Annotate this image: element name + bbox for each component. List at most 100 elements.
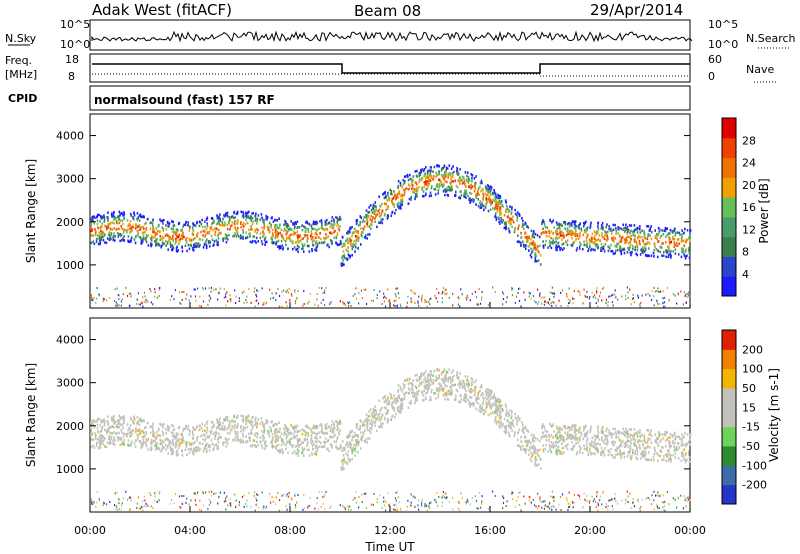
velocity-cell (419, 373, 422, 376)
power-cell (355, 229, 357, 233)
power-cell (666, 251, 668, 255)
power-cell (516, 227, 519, 231)
velocity-cell (593, 438, 596, 442)
velocity-cell (234, 420, 236, 423)
velocity-cell (90, 445, 93, 449)
power-cell (616, 242, 618, 246)
power-cell (226, 223, 228, 227)
power-cell (96, 215, 99, 218)
velocity-cell (156, 441, 158, 445)
power-cell (237, 235, 240, 238)
power-cell (224, 221, 226, 224)
power-cell (254, 305, 256, 308)
power-cell (384, 295, 386, 298)
power-cell (92, 219, 95, 223)
power-cell (112, 214, 115, 218)
power-cell (572, 302, 574, 305)
velocity-cell (479, 406, 481, 409)
power-cell (487, 197, 490, 201)
power-cell (365, 216, 367, 219)
velocity-cell (552, 441, 555, 445)
power-cell (674, 233, 677, 237)
velocity-cell (574, 428, 577, 431)
power-cell (570, 230, 572, 234)
velocity-cell (517, 438, 519, 441)
velocity-cell (172, 428, 175, 431)
power-cell (94, 228, 96, 231)
power-cell (666, 227, 669, 230)
power-cell (471, 174, 474, 177)
velocity-cell (306, 448, 309, 452)
power-cell (426, 172, 429, 175)
power-cell (636, 246, 639, 249)
power-cell (153, 230, 156, 234)
power-cell (331, 226, 333, 229)
power-cell (494, 290, 496, 293)
power-cell (294, 302, 297, 305)
power-cell (689, 229, 692, 232)
power-cell (555, 240, 557, 243)
power-cell (422, 169, 425, 173)
power-cell (360, 216, 363, 219)
velocity-cell (167, 428, 170, 431)
power-cell (342, 259, 344, 262)
power-cell (533, 230, 535, 234)
velocity-cell (393, 397, 396, 401)
power-cell (441, 301, 443, 304)
power-cell (470, 179, 473, 182)
power-cell (585, 295, 587, 298)
power-cell (568, 222, 571, 225)
power-cell (242, 228, 244, 232)
velocity-cell (95, 444, 98, 447)
power-cell (222, 217, 224, 221)
velocity-cell (320, 430, 323, 433)
power-cell (159, 230, 161, 233)
velocity-cell (359, 419, 362, 422)
velocity-cell (349, 458, 352, 462)
power-cell (264, 240, 267, 244)
power-cell (494, 192, 497, 196)
velocity-cell (138, 432, 141, 436)
velocity-cell (316, 425, 319, 429)
velocity-cell (354, 439, 357, 442)
velocity-cell (345, 435, 348, 439)
power-cell (141, 225, 144, 229)
velocity-cell (385, 412, 387, 416)
power-cell (272, 234, 274, 237)
freq-label: Freq. (5, 54, 32, 67)
power-cell (465, 192, 468, 196)
power-cell (451, 172, 454, 175)
power-cell (575, 238, 577, 241)
power-cell (504, 199, 507, 202)
velocity-cell (296, 448, 299, 451)
velocity-cell (270, 429, 272, 433)
velocity-cell (367, 437, 369, 440)
power-colorbar-tick: 16 (742, 201, 756, 214)
power-cell (263, 221, 265, 224)
power-cell (356, 235, 359, 238)
velocity-cell (329, 442, 332, 446)
power-cell (402, 178, 404, 182)
velocity-cell (429, 377, 432, 381)
power-cell (175, 238, 178, 241)
power-cell (577, 237, 580, 240)
power-cell (285, 243, 287, 247)
power-cell (653, 255, 655, 258)
velocity-cell (631, 454, 633, 458)
power-cell (187, 243, 190, 247)
power-cell (347, 302, 350, 305)
velocity-cell (635, 444, 638, 448)
power-cell (327, 243, 329, 246)
power-cell (99, 229, 102, 233)
power-cell (421, 294, 424, 297)
velocity-cell (594, 452, 596, 456)
power-cell (497, 196, 499, 200)
velocity-cell (237, 424, 239, 427)
power-cell (487, 209, 490, 213)
power-cell (323, 240, 326, 244)
power-cell (435, 175, 437, 178)
velocity-cell (140, 441, 142, 444)
power-cell (534, 244, 536, 247)
power-cell (675, 231, 677, 235)
power-cell (375, 205, 377, 208)
